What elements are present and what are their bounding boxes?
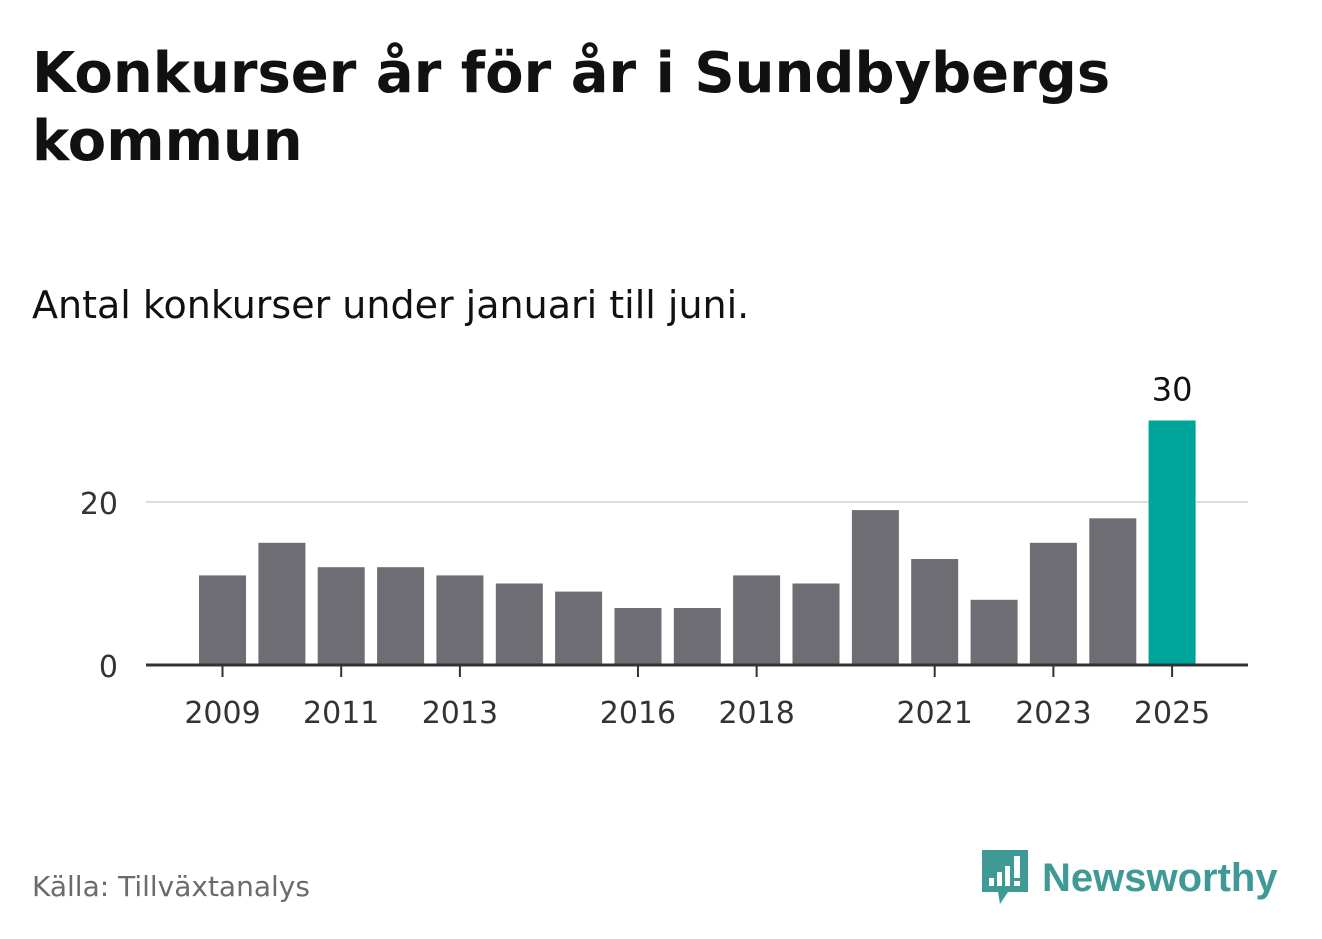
bar-2009 [199,575,246,666]
bar-2021 [911,559,959,665]
bar-2024 [1089,518,1137,665]
labels-layer: 0 20 30 2009 2011 2013 2016 2018 2021 2023 2025 [80,371,1210,732]
bar-2015 [555,591,603,665]
bar-2017 [673,608,721,666]
source-note: Källa: Tillväxtanalys [32,870,310,903]
x-tick-label: 2009 [184,696,260,731]
bar-2010 [258,542,306,666]
x-tick-label: 2011 [303,696,379,731]
x-tick-label: 2023 [1015,696,1091,731]
chart-title: Konkurser år för år i Sundbybergs kommun [32,41,1111,174]
axis-layer [146,663,1248,677]
newsworthy-logo-icon [982,850,1028,904]
x-tick-label: 2021 [897,696,973,731]
bar-2023 [1029,542,1077,666]
y-tick-label: 0 [99,650,118,685]
bar-2014 [495,583,543,665]
bar-2022 [970,599,1018,665]
brand-name: Newsworthy [1042,855,1278,900]
bar-2020 [851,510,899,665]
bar-2011 [317,567,365,665]
bars-layer [199,420,1196,666]
x-tick-label: 2018 [718,696,794,731]
x-tick-label: 2016 [600,696,676,731]
chart-subtitle: Antal konkurser under januari till juni. [32,283,750,327]
bar-2013 [436,575,484,666]
x-tick-label: 2013 [422,696,498,731]
brand-logo: Newsworthy [980,848,1278,908]
bar-2019 [792,583,840,665]
y-tick-label: 20 [80,487,118,522]
x-tick-label: 2025 [1134,696,1210,731]
bar-2025 [1148,420,1196,665]
bar-chart: 0 20 30 2009 2011 2013 2016 2018 2021 2023 2025 [80,371,1248,732]
bar-2012 [377,567,425,665]
data-label-2025: 30 [1152,371,1193,409]
bar-2018 [733,575,781,666]
bar-2016 [614,608,662,666]
